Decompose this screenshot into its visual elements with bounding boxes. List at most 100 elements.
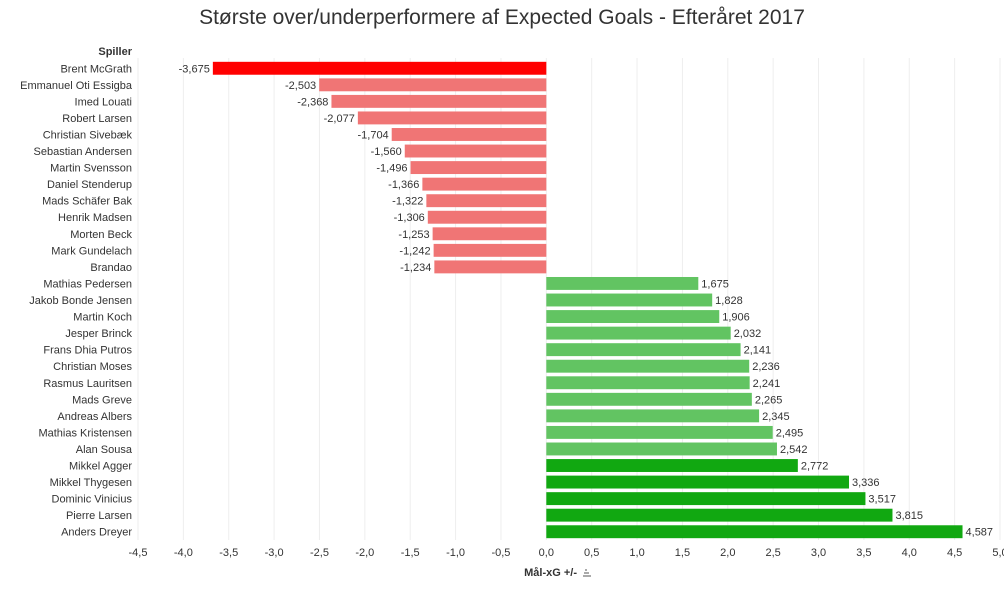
bar[interactable] (357, 111, 547, 125)
bar[interactable] (546, 492, 866, 506)
player-label: Brandao (90, 262, 132, 274)
value-label: 1,828 (715, 295, 743, 307)
value-label: 3,517 (868, 494, 896, 506)
x-tick-label: 2,5 (766, 547, 781, 559)
value-label: -2,077 (324, 113, 355, 125)
bar[interactable] (433, 243, 547, 257)
value-label: -1,306 (394, 212, 425, 224)
row-header: Spiller (98, 46, 132, 58)
player-label: Christian Moses (53, 361, 132, 373)
x-tick-label: -2,5 (310, 547, 329, 559)
bar[interactable] (427, 210, 547, 224)
x-tick-label: 1,0 (629, 547, 644, 559)
bar[interactable] (546, 508, 893, 522)
player-label: Sebastian Andersen (34, 146, 132, 158)
value-label: -1,496 (376, 163, 407, 175)
player-label: Andreas Albers (57, 411, 132, 423)
bar[interactable] (331, 94, 547, 108)
player-label: Morten Beck (70, 229, 132, 241)
bar[interactable] (546, 310, 720, 324)
bar[interactable] (546, 343, 741, 357)
value-label: -1,560 (371, 146, 402, 158)
bar[interactable] (546, 425, 773, 439)
value-label: 3,336 (852, 477, 880, 489)
bar[interactable] (546, 392, 752, 406)
value-label: 2,236 (752, 361, 780, 373)
player-label: Mikkel Agger (69, 461, 132, 473)
player-label: Martin Koch (73, 312, 132, 324)
bar[interactable] (546, 293, 713, 307)
player-label: Henrik Madsen (58, 212, 132, 224)
bar[interactable] (546, 459, 798, 472)
bar[interactable] (546, 409, 760, 423)
player-label: Rasmus Lauritsen (43, 378, 132, 390)
bar[interactable] (319, 78, 547, 92)
x-axis-title: Mål-xG +/- (524, 567, 577, 579)
bar[interactable] (212, 61, 547, 75)
value-label: 2,772 (801, 461, 829, 473)
value-label: -1,704 (357, 129, 388, 141)
x-tick-label: 0,5 (584, 547, 599, 559)
value-label: 2,345 (762, 411, 790, 423)
player-label: Jakob Bonde Jensen (29, 295, 132, 307)
value-label: -2,503 (285, 80, 316, 92)
player-label: Anders Dreyer (61, 527, 132, 539)
player-label: Alan Sousa (76, 444, 133, 456)
bar[interactable] (546, 359, 750, 373)
x-tick-label: 3,5 (856, 547, 871, 559)
value-label: -1,253 (398, 229, 429, 241)
bar[interactable] (546, 326, 731, 340)
x-tick-label: -3,5 (219, 547, 238, 559)
x-tick-label: -1,0 (446, 547, 465, 559)
player-label: Jesper Brinck (65, 328, 132, 340)
bar[interactable] (422, 177, 547, 191)
x-tick-label: -0,5 (491, 547, 510, 559)
x-tick-label: 4,0 (902, 547, 917, 559)
player-label: Frans Dhia Putros (43, 345, 132, 357)
bar[interactable] (546, 475, 850, 489)
bar[interactable] (432, 227, 547, 241)
player-label: Mikkel Thygesen (50, 477, 132, 489)
bar[interactable] (434, 260, 547, 274)
bar[interactable] (546, 276, 699, 290)
player-label: Robert Larsen (62, 113, 132, 125)
x-tick-label: 5,0 (992, 547, 1004, 559)
x-tick-label: -1,5 (401, 547, 420, 559)
player-label: Brent McGrath (60, 63, 132, 75)
player-label: Mads Schäfer Bak (42, 196, 132, 208)
x-axis-ticks: -4,5 -4,0 -3,5 -3,0 -2,5 -2,0 -1,5 -1,0 -0,5 0,0 0… (129, 547, 1004, 559)
x-tick-label: -4,5 (129, 547, 148, 559)
bar[interactable] (404, 144, 547, 158)
value-label: 2,032 (734, 328, 762, 340)
bar[interactable] (546, 525, 963, 539)
value-label: -1,322 (392, 196, 423, 208)
sort-icon[interactable] (581, 568, 593, 578)
bar[interactable] (546, 442, 777, 456)
bar[interactable] (391, 128, 547, 141)
x-tick-label: -3,0 (265, 547, 284, 559)
value-label: 2,542 (780, 444, 808, 456)
value-label: 1,906 (722, 312, 750, 324)
x-tick-label: 1,5 (675, 547, 690, 559)
value-label: 2,495 (776, 427, 804, 439)
player-label: Mark Gundelach (51, 245, 132, 257)
player-label: Mads Greve (72, 394, 132, 406)
bar[interactable] (426, 194, 547, 208)
x-tick-label: 4,5 (947, 547, 962, 559)
player-label: Emmanuel Oti Essigba (20, 80, 133, 92)
x-tick-label: 3,0 (811, 547, 826, 559)
player-label: Daniel Stenderup (47, 179, 132, 191)
bar[interactable] (410, 161, 547, 175)
bar[interactable] (546, 376, 750, 390)
player-label: Pierre Larsen (66, 510, 132, 522)
x-tick-label: 2,0 (720, 547, 735, 559)
value-label: 1,675 (701, 278, 729, 290)
x-tick-label: 0,0 (539, 547, 554, 559)
value-label: 2,265 (755, 394, 783, 406)
bars-layer: Brent McGrath -3,675 Emmanuel Oti Essigba -… (20, 61, 993, 539)
player-label: Dominic Vinicius (52, 494, 133, 506)
value-label: -1,234 (400, 262, 431, 274)
x-tick-label: -2,0 (355, 547, 374, 559)
player-label: Christian Sivebæk (43, 129, 133, 141)
